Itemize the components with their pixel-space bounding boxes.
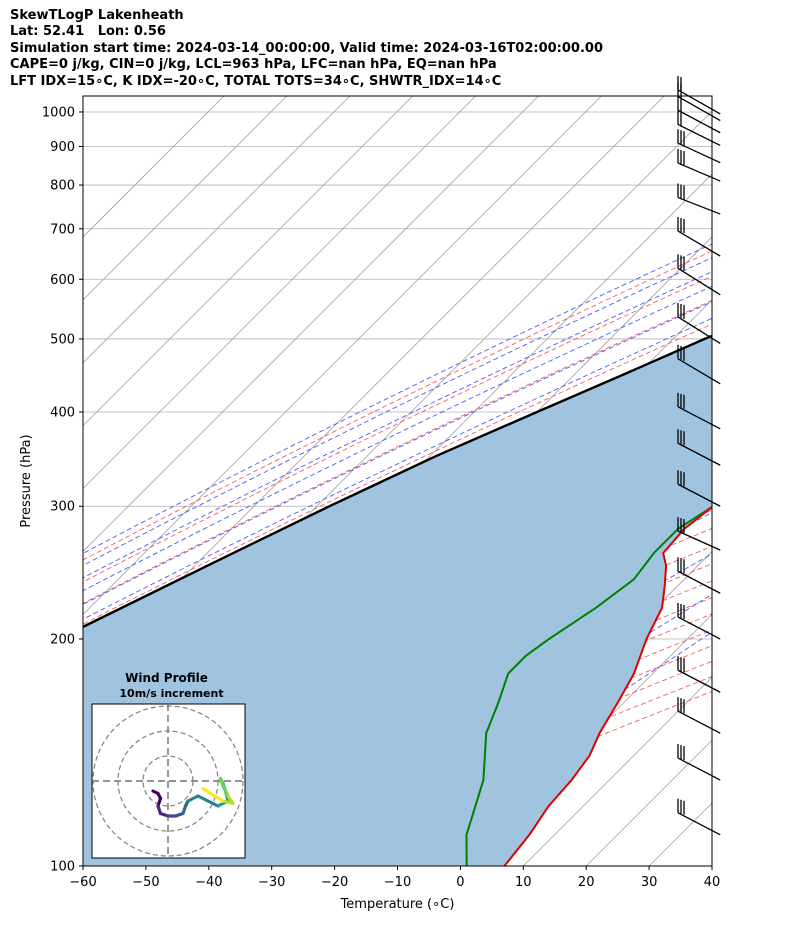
- wind-barb: [677, 344, 721, 385]
- moist-adiabat: [83, 243, 712, 554]
- stability-indices: CAPE=0 j/kg, CIN=0 j/kg, LCL=963 hPa, LF…: [10, 57, 497, 73]
- isotherm-line: [711, 865, 712, 866]
- isotherm-line: [83, 96, 476, 490]
- wind-barb: [677, 149, 721, 182]
- y-tick-label: 1000: [42, 105, 75, 120]
- wind-barbs: [677, 75, 721, 836]
- y-tick-label: 300: [50, 500, 75, 515]
- x-tick-label: −40: [195, 875, 222, 890]
- hodograph-inset: Wind Profile 10m/s increment: [91, 671, 246, 859]
- isotherm-line: [83, 96, 539, 553]
- x-tick-label: −60: [69, 875, 96, 890]
- hodograph-segment: [186, 794, 200, 803]
- y-tick-label: 100: [50, 860, 75, 875]
- wind-barb: [677, 302, 721, 345]
- moist-adiabat: [83, 271, 712, 579]
- hodograph-segment: [196, 794, 220, 808]
- isotherm-line: [83, 96, 351, 364]
- x-tick-label: −50: [132, 875, 159, 890]
- wind-barb: [677, 557, 721, 594]
- stability-indices-2: LFT IDX=15∘C, K IDX=-20∘C, TOTAL TOTS=34…: [10, 73, 502, 89]
- y-tick-label: 800: [50, 179, 75, 194]
- wind-barb: [677, 254, 721, 296]
- hodograph-segment: [208, 791, 225, 803]
- hodograph-title: Wind Profile: [125, 671, 208, 685]
- y-tick-label: 500: [50, 332, 75, 347]
- moist-adiabat: [83, 285, 712, 592]
- x-tick-label: 40: [704, 875, 721, 890]
- wind-barb: [677, 392, 721, 430]
- parcel-line: [83, 334, 712, 629]
- sounding-profiles: [83, 334, 712, 866]
- isotherm-line: [83, 96, 665, 678]
- wind-barb: [677, 96, 721, 134]
- y-tick-label: 600: [50, 273, 75, 288]
- station-coords: Lat: 52.41 Lon: 0.56: [10, 24, 166, 40]
- dewpoint-line: [465, 505, 712, 866]
- hodograph-subtitle: 10m/s increment: [119, 687, 223, 700]
- wind-barb: [677, 183, 721, 215]
- wind-barb: [677, 744, 721, 781]
- wind-barb: [677, 603, 721, 640]
- simulation-time: Simulation start time: 2024-03-14_00:00:…: [10, 40, 603, 56]
- wind-barb: [677, 429, 721, 466]
- hodograph-segment: [201, 786, 213, 796]
- dry-adiabat: [83, 323, 712, 625]
- x-tick-label: −20: [321, 875, 348, 890]
- isotherm-line: [523, 676, 712, 866]
- y-tick-label: 900: [50, 140, 75, 155]
- hodograph-segment: [221, 784, 230, 798]
- moist-adiabat: [83, 301, 712, 605]
- station-title: SkewTLogP Lakenheath: [10, 8, 184, 23]
- dry-adiabat: [83, 275, 712, 583]
- isotherm-line: [775, 96, 794, 866]
- y-tick-label: 200: [50, 633, 75, 648]
- wind-barb: [677, 75, 721, 115]
- x-tick-label: 10: [515, 875, 532, 890]
- moist-adiabat: [83, 317, 712, 620]
- hodograph-segment: [221, 799, 235, 806]
- x-tick-label: −10: [384, 875, 411, 890]
- wind-barb: [677, 697, 721, 734]
- wind-barb: [677, 517, 721, 551]
- axes: −60 −50 −40 −30 −20 −10 0 10 20 30 40 1000 900 800 700…: [19, 105, 720, 912]
- isotherm-line: [83, 96, 602, 615]
- wind-barb: [677, 798, 721, 836]
- x-tick-label: 20: [578, 875, 595, 890]
- y-axis-label: Pressure (hPa): [19, 434, 34, 527]
- x-tick-label: 30: [641, 875, 658, 890]
- isotherm-line: [83, 96, 288, 301]
- dry-adiabat: [83, 250, 712, 561]
- y-tick-label: 400: [50, 406, 75, 421]
- wind-barb: [677, 110, 721, 147]
- y-tick-label: 700: [50, 222, 75, 237]
- isotherm-line: [83, 96, 225, 238]
- wind-barb: [677, 470, 721, 507]
- wind-barb: [677, 656, 721, 693]
- x-tick-label: 0: [456, 875, 464, 890]
- dry-adiabat: [83, 299, 712, 604]
- temperature-line: [503, 505, 712, 866]
- x-tick-label: −30: [258, 875, 285, 890]
- wind-barb: [677, 217, 721, 257]
- wind-barb: [677, 129, 721, 164]
- x-axis-label: Temperature (∘C): [340, 897, 455, 912]
- chart-header: SkewTLogP Lakenheath Lat: 52.41 Lon: 0.56…: [10, 8, 603, 90]
- isotherm-line: [83, 96, 413, 427]
